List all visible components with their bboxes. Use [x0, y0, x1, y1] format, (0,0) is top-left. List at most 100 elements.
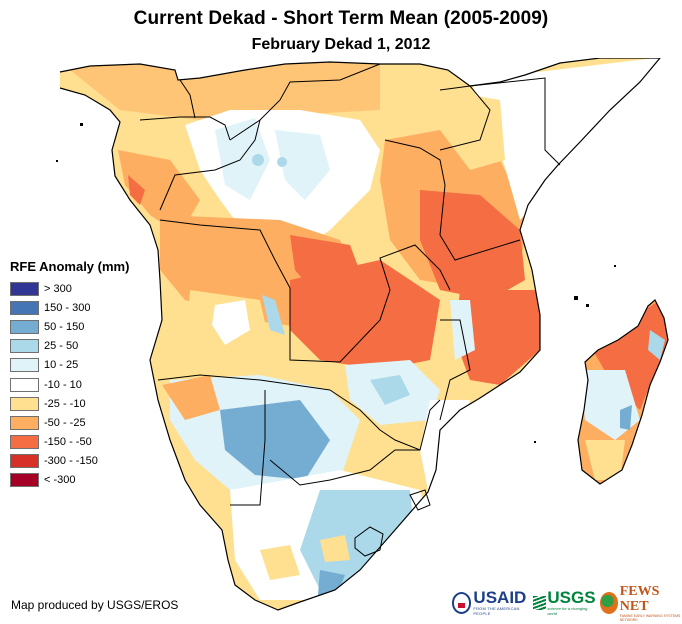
border-zambia [289, 244, 451, 363]
legend-swatch [10, 473, 39, 488]
legend-swatch [10, 358, 39, 373]
island [80, 123, 83, 126]
border-cameroon-south [139, 116, 231, 141]
mada-south-dry [585, 440, 625, 480]
legend-swatch [10, 300, 39, 315]
border-angola-drc [159, 219, 291, 289]
legend-label: -150 - -50 [44, 436, 92, 449]
border-swaziland [409, 489, 431, 511]
logo-strip: USAID FROM THE AMERICAN PEOPLE USGS scie… [452, 584, 682, 622]
border-namibia-sa [230, 390, 266, 506]
legend-item: -25 - -10 [10, 394, 129, 413]
island-comoros [574, 296, 578, 300]
fewsnet-logo: FEWS NET FAMINE EARLY WARNING SYSTEMS NE… [600, 584, 682, 622]
fewsnet-wordmark: FEWS NET [619, 584, 660, 614]
legend-swatch [10, 319, 39, 334]
border-kenya [469, 77, 561, 166]
legend-item: -300 - -150 [10, 452, 129, 471]
legend-title: RFE Anomaly (mm) [10, 259, 130, 274]
legend-label: < -300 [44, 474, 76, 487]
zone-north [60, 62, 380, 120]
legend-swatch [10, 281, 39, 296]
legend: RFE Anomaly (mm) > 300 150 - 300 50 - 150 2… [10, 259, 129, 490]
zone-gabon-very-dry [128, 175, 145, 205]
legend-item: > 300 [10, 279, 129, 298]
coastline [59, 58, 661, 611]
map-credit: Map produced by USGS/EROS [11, 598, 179, 612]
map-subtitle: February Dekad 1, 2012 [251, 36, 431, 53]
zone-uganda [440, 90, 505, 170]
border-lesotho [354, 526, 384, 557]
border-uganda [439, 85, 491, 151]
zone-gabon-dry [118, 150, 200, 235]
legend-item: 25 - 50 [10, 337, 129, 356]
usgs-tagline: science for a changing world [547, 606, 588, 616]
zone-tanzania-very-dry [420, 190, 525, 300]
border-botswana-sa [269, 449, 420, 486]
legend-item: -50 - -25 [10, 413, 129, 432]
legend-label: -50 - -25 [44, 416, 86, 429]
madagascar-coastline [577, 299, 669, 485]
legend-label: -300 - -150 [44, 455, 98, 468]
zone-angola-normal [212, 300, 250, 345]
island [534, 441, 536, 443]
legend-label: -25 - -10 [44, 397, 86, 410]
zone-eastern-cape-wet [318, 570, 345, 600]
mada-wet-spot [620, 405, 632, 430]
legend-swatch [10, 396, 39, 411]
island [56, 160, 58, 162]
spot-wet [277, 157, 287, 167]
legend-swatch [10, 435, 39, 450]
rfe-anomaly-map [56, 58, 669, 611]
legend-items: > 300 150 - 300 50 - 150 25 - 50 10 - 25 -10 … [10, 279, 129, 490]
legend-swatch [10, 415, 39, 430]
legend-label: 150 - 300 [44, 301, 91, 314]
legend-label: > 300 [44, 282, 72, 295]
legend-label: -10 - 10 [44, 378, 82, 391]
map-title: Current Dekad - Short Term Mean (2005-20… [133, 8, 549, 29]
zone-mozambique-south-normal [420, 400, 470, 500]
legend-item: 10 - 25 [10, 356, 129, 375]
fewsnet-tagline: FAMINE EARLY WARNING SYSTEMS NETWORK [619, 614, 681, 622]
zone-western-cape-dry [260, 545, 300, 580]
zone-congo-wet-east [275, 130, 330, 200]
zone-angola-wet-strip [262, 295, 285, 335]
mada-east-wet [648, 330, 665, 360]
border-congo-car [229, 63, 381, 141]
border-tanzania [384, 139, 521, 261]
fewsnet-globe-icon [600, 592, 618, 614]
legend-swatch [10, 454, 39, 469]
zone-zimbabwe-wet [370, 375, 410, 405]
usgs-mark-icon [532, 596, 547, 610]
legend-swatch [10, 377, 39, 392]
usgs-logo: USGS science for a changing world [532, 588, 596, 616]
legend-item: -10 - 10 [10, 375, 129, 394]
usgs-wordmark: USGS [547, 588, 596, 607]
islands [56, 123, 616, 443]
usaid-logo: USAID FROM THE AMERICAN PEOPLE [452, 588, 529, 616]
island-comoros [586, 304, 589, 307]
legend-label: 50 - 150 [44, 320, 85, 333]
legend-item: -150 - -50 [10, 433, 129, 452]
usaid-tagline: FROM THE AMERICAN PEOPLE [473, 606, 520, 616]
zone-south-africa-wet [300, 490, 415, 590]
zone-free-state-dry [320, 535, 350, 562]
zone-botswana-wet [220, 400, 330, 480]
zone-congo-wet-west [215, 118, 270, 200]
legend-item: 50 - 150 [10, 317, 129, 336]
zone-zambia-very-dry [290, 260, 440, 370]
spot-wet [252, 154, 264, 166]
country-borders [139, 63, 561, 557]
border-botswana-zimbabwe [329, 389, 441, 451]
zone-mozambique-north-very-dry [455, 290, 540, 385]
zone-namibia-north-dry [162, 375, 220, 420]
usaid-wordmark: USAID [473, 588, 527, 607]
usaid-seal-icon [452, 592, 472, 614]
legend-item: < -300 [10, 471, 129, 490]
legend-label: 10 - 25 [44, 359, 79, 372]
island [614, 265, 616, 267]
legend-label: 25 - 50 [44, 340, 79, 353]
legend-item: 150 - 300 [10, 298, 129, 317]
border-congo-drc [159, 119, 261, 211]
border-angola-namibia [157, 374, 331, 391]
